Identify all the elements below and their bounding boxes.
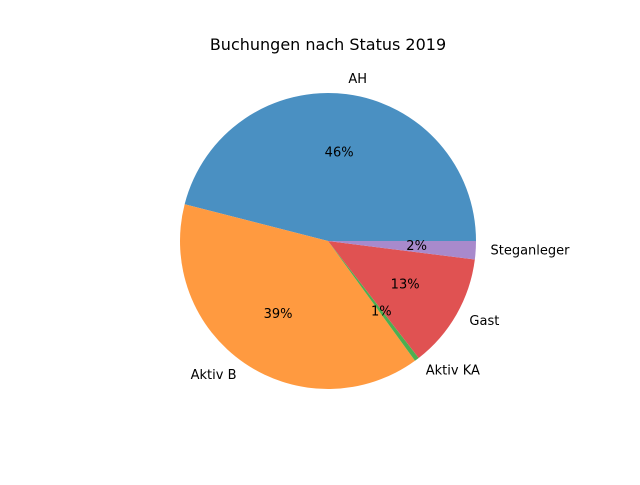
pie-slice-aktiv-ka xyxy=(328,241,419,361)
pie-slice-aktiv-b xyxy=(180,204,415,390)
slice-label-aktiv-ka: Aktiv KA xyxy=(426,364,480,379)
slice-label-steganleger: Steganleger xyxy=(490,244,570,259)
slice-label-ah: AH xyxy=(348,72,367,87)
pie-slice-gast xyxy=(328,241,475,358)
slice-label-aktiv-b: Aktiv B xyxy=(191,368,237,383)
slice-percent-steganleger: 2% xyxy=(406,239,427,254)
slice-label-gast: Gast xyxy=(469,314,499,329)
slice-percent-aktiv-b: 39% xyxy=(264,307,293,322)
pie-labels: AH 46% Aktiv B 39% Aktiv KA 1% Gast 13% Steganle… xyxy=(191,72,571,383)
chart-title: Buchungen nach Status 2019 xyxy=(210,35,446,54)
pie-slice-ah xyxy=(184,92,476,242)
slice-percent-gast: 13% xyxy=(391,277,420,292)
pie-slices xyxy=(180,92,476,390)
slice-percent-ah: 46% xyxy=(325,145,354,160)
pie-slice-steganleger xyxy=(328,241,476,260)
slice-percent-aktiv-ka: 1% xyxy=(371,305,392,320)
